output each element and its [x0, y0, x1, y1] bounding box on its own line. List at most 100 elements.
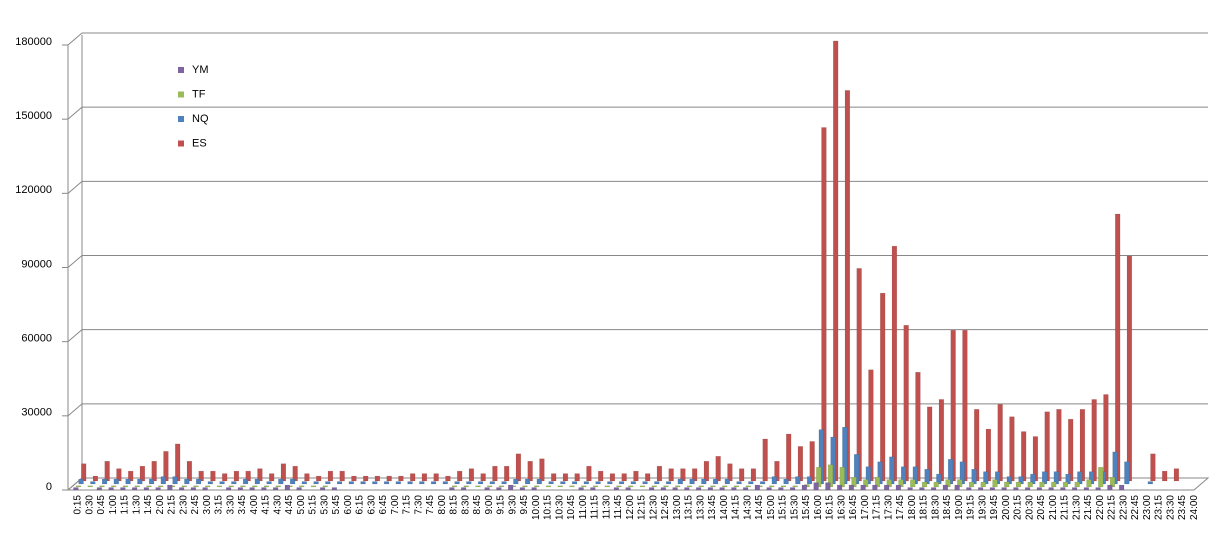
bar	[954, 484, 960, 491]
bar	[759, 481, 766, 485]
bar	[595, 481, 601, 485]
bar	[128, 470, 134, 482]
bar	[480, 473, 486, 482]
bar	[167, 484, 173, 491]
y-tick-label: 150000	[15, 110, 52, 122]
bar	[633, 470, 639, 482]
x-tick-label: 19:15	[966, 495, 977, 520]
x-tick-label: 15:00	[766, 495, 777, 520]
x-tick-label: 6:15	[355, 495, 366, 515]
bar	[395, 481, 401, 485]
x-tick-label: 2:15	[167, 495, 178, 515]
bar	[907, 487, 913, 491]
x-tick-label: 13:30	[695, 495, 706, 520]
bar	[272, 487, 279, 491]
bar	[618, 481, 625, 485]
bar	[910, 479, 916, 488]
bar	[360, 481, 366, 485]
x-tick-label: 3:30	[225, 495, 236, 515]
bar	[797, 446, 804, 482]
bar	[536, 478, 542, 485]
bar	[498, 485, 505, 488]
bar	[433, 473, 439, 482]
bar	[383, 481, 390, 485]
x-tick-label: 14:15	[731, 495, 742, 520]
x-tick-label: 23:30	[1165, 495, 1176, 520]
bar	[534, 485, 540, 488]
bar	[898, 479, 904, 488]
x-tick-label: 1:00	[108, 495, 119, 515]
grid-diagonal	[67, 329, 83, 343]
bar	[442, 481, 448, 485]
bar	[656, 465, 663, 482]
bar	[515, 453, 522, 482]
x-tick-label: 18:00	[907, 495, 918, 520]
bar	[1147, 481, 1153, 485]
legend-label: YM	[192, 64, 209, 76]
bar	[936, 473, 942, 485]
bar	[193, 485, 199, 488]
x-tick-label: 19:30	[977, 495, 988, 520]
x-tick-label: 17:15	[872, 495, 883, 520]
bar	[598, 470, 604, 482]
bar	[175, 443, 181, 482]
legend-swatch	[178, 67, 184, 73]
bar	[407, 481, 413, 485]
bar	[578, 487, 584, 491]
bar	[78, 478, 84, 485]
x-tick-label: 0:30	[84, 495, 95, 515]
x-tick-label: 15:45	[801, 495, 812, 520]
bar	[299, 485, 305, 488]
bar	[1112, 451, 1118, 485]
x-tick-label: 14:00	[719, 495, 730, 520]
x-tick-label: 21:45	[1083, 495, 1094, 520]
bar	[851, 476, 857, 488]
bar	[581, 485, 587, 488]
bar	[304, 473, 310, 482]
bar	[1118, 484, 1125, 491]
x-tick-label: 12:30	[648, 495, 659, 520]
bar	[1032, 436, 1039, 482]
bar	[1039, 481, 1045, 488]
x-tick-label: 5:00	[296, 495, 307, 515]
bar	[839, 466, 845, 488]
bar	[280, 463, 287, 482]
bar	[962, 329, 968, 482]
bar	[621, 473, 627, 482]
bar	[698, 485, 704, 488]
bar	[249, 487, 255, 491]
x-tick-label: 9:45	[519, 495, 530, 515]
x-tick-label: 17:45	[895, 495, 906, 520]
x-tick-label: 18:15	[919, 495, 930, 520]
bar	[1074, 481, 1080, 488]
bar	[278, 478, 284, 485]
x-tick-label: 1:30	[131, 495, 142, 515]
bar	[727, 463, 733, 482]
bar	[313, 481, 319, 485]
bar	[146, 485, 152, 488]
y-tick-label: 30000	[21, 407, 52, 419]
bar	[163, 451, 169, 482]
bar	[569, 485, 575, 488]
bar	[454, 481, 460, 485]
bar	[310, 485, 317, 488]
x-tick-label: 0:45	[96, 495, 107, 515]
bar	[927, 406, 933, 482]
bar	[419, 481, 425, 485]
bar	[695, 487, 702, 491]
bar	[836, 484, 843, 491]
bar	[1079, 409, 1086, 482]
x-tick-label: 10:00	[531, 495, 542, 520]
bar	[668, 468, 674, 482]
bar	[968, 481, 975, 488]
x-tick-label: 17:30	[883, 495, 894, 520]
x-tick-label: 23:00	[1142, 495, 1153, 520]
x-tick-label: 16:30	[836, 495, 847, 520]
bar	[319, 487, 326, 491]
grid-diagonal	[67, 180, 83, 194]
x-tick-label: 11:45	[613, 495, 624, 520]
bar	[331, 487, 338, 491]
x-tick-label: 19:45	[989, 495, 1000, 520]
bar	[457, 470, 463, 482]
bar	[825, 482, 831, 491]
